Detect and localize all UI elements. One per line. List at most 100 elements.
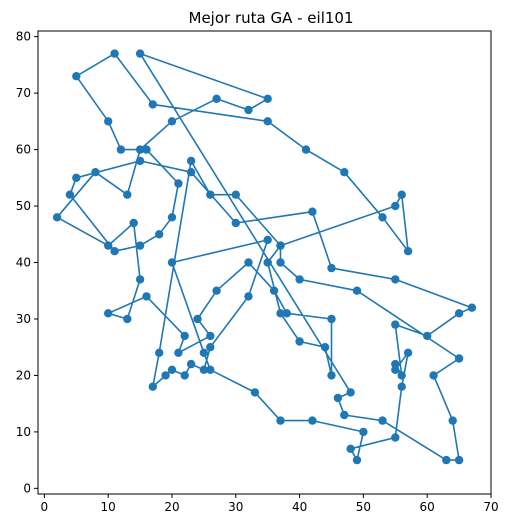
city-point (333, 393, 343, 403)
city-point (199, 365, 209, 374)
city-point (276, 309, 285, 318)
city-point (378, 213, 387, 222)
city-point (206, 343, 215, 352)
city-point (135, 275, 145, 284)
y-axis: 0 10 20 30 40 50 60 70 80 (16, 30, 38, 495)
city-point (65, 190, 75, 199)
x-tick-label: 50 (356, 500, 371, 514)
city-point (161, 371, 170, 380)
city-point (352, 455, 362, 465)
city-point (320, 343, 330, 352)
city-point (346, 444, 355, 453)
city-point (340, 410, 349, 420)
city-point (263, 235, 272, 245)
city-point (276, 416, 285, 425)
city-point (467, 303, 477, 312)
y-tick-label: 30 (16, 312, 31, 326)
city-point (448, 416, 457, 425)
city-point (186, 156, 196, 166)
city-point (308, 207, 317, 216)
y-tick-label: 80 (16, 30, 31, 44)
city-point (206, 365, 215, 374)
city-point (244, 258, 253, 267)
city-point (174, 179, 183, 188)
city-point (206, 331, 215, 341)
route-line (56, 52, 473, 461)
city-point (295, 275, 304, 284)
y-tick-label: 40 (16, 256, 31, 270)
city-point (244, 292, 253, 301)
city-point (454, 354, 464, 363)
city-point (327, 314, 336, 324)
city-point (199, 348, 209, 357)
city-point (327, 371, 336, 380)
city-point (403, 348, 413, 357)
city-point (110, 49, 119, 58)
city-point (263, 117, 272, 126)
city-point (104, 241, 113, 250)
city-point (52, 213, 62, 222)
x-tick-label: 0 (41, 500, 49, 514)
y-tick-label: 10 (16, 425, 31, 439)
city-point (276, 258, 285, 267)
city-point (391, 201, 400, 211)
city-point (206, 190, 215, 199)
city-point (167, 213, 177, 222)
city-point (193, 314, 202, 324)
city-point (340, 168, 349, 177)
city-point (174, 348, 183, 357)
city-point (167, 117, 177, 126)
city-point (454, 455, 464, 465)
city-point (391, 320, 400, 329)
city-point (212, 94, 221, 104)
x-tick-label: 10 (101, 500, 116, 514)
city-point (263, 258, 272, 267)
y-tick-label: 50 (16, 199, 31, 213)
city-point (397, 371, 406, 380)
city-point (231, 218, 240, 228)
city-point (244, 105, 253, 115)
city-point (391, 433, 400, 442)
city-point (104, 117, 113, 126)
city-point (180, 331, 189, 341)
city-point (110, 247, 119, 256)
x-tick-label: 30 (228, 500, 243, 514)
city-point (142, 145, 151, 154)
city-point (397, 382, 406, 391)
city-point (327, 263, 336, 273)
city-point (212, 286, 221, 295)
city-point (123, 314, 132, 324)
city-point (391, 359, 400, 369)
city-point (167, 365, 177, 374)
city-point (135, 145, 145, 154)
city-point (423, 331, 432, 341)
city-point (123, 190, 132, 199)
axes-frame (37, 30, 492, 495)
y-tick-label: 0 (23, 481, 31, 495)
city-point (167, 258, 177, 267)
city-point (116, 145, 126, 154)
city-point (135, 49, 145, 58)
city-point (282, 309, 291, 318)
y-tick-label: 70 (16, 86, 31, 100)
city-point (263, 94, 272, 104)
city-point (231, 190, 240, 199)
city-point (276, 241, 285, 250)
city-point (429, 371, 438, 380)
city-point (91, 168, 100, 177)
city-point (346, 388, 355, 397)
city-point (148, 382, 157, 391)
city-point (186, 168, 196, 177)
city-point (72, 173, 81, 182)
city-point (180, 371, 189, 380)
city-point (359, 427, 368, 437)
city-point (442, 455, 451, 465)
city-point (155, 348, 164, 357)
chart-title: Mejor ruta GA - eil101 (189, 9, 354, 27)
x-tick-label: 20 (164, 500, 179, 514)
city-point (135, 241, 145, 250)
plot-area (52, 49, 477, 465)
x-tick-label: 40 (292, 500, 307, 514)
city-point (148, 100, 157, 109)
